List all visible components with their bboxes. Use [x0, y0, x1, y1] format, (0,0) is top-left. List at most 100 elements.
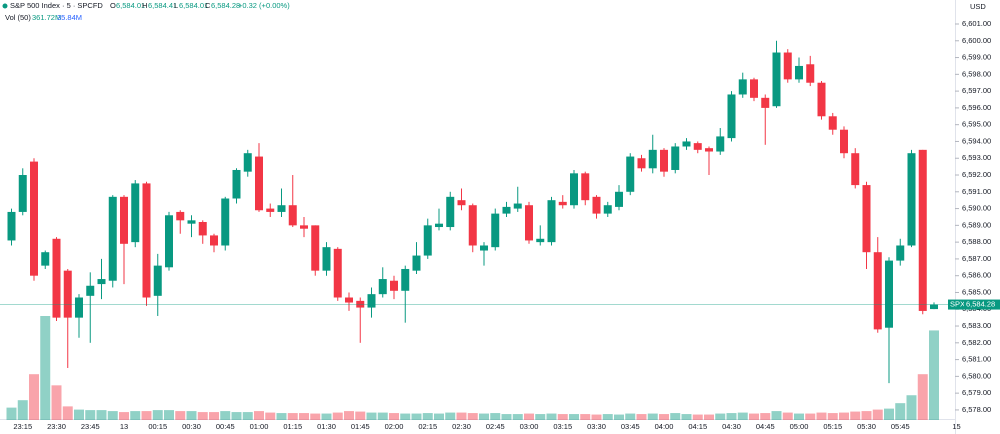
- candle-body: [322, 247, 331, 271]
- volume-bar: [794, 413, 804, 420]
- candle-body: [277, 205, 286, 212]
- y-tick-label: 6,592.00: [962, 170, 991, 179]
- volume-bar: [895, 403, 906, 420]
- y-tick-label: 6,595.00: [962, 120, 991, 129]
- candle-body: [457, 200, 466, 206]
- volume-bar: [884, 408, 894, 420]
- candle-body: [817, 82, 826, 117]
- candle-body: [423, 225, 432, 256]
- candle-body: [603, 205, 612, 214]
- candle-body: [558, 201, 567, 206]
- candle-body: [795, 65, 803, 80]
- y-tick-label: 6,586.00: [962, 271, 991, 280]
- candle-body: [480, 245, 488, 251]
- volume-bar: [681, 414, 692, 420]
- volume-bar: [411, 413, 422, 420]
- volume-bar: [422, 413, 433, 420]
- volume-bar: [209, 412, 219, 420]
- candle-body: [750, 79, 758, 98]
- candle-body: [885, 260, 893, 328]
- x-tick-label: 05:45: [891, 422, 910, 431]
- volume-bar: [321, 413, 332, 420]
- candle-body: [513, 203, 522, 209]
- y-tick-label: 6,589.00: [962, 220, 991, 229]
- volume-bar: [287, 413, 298, 420]
- volume-bar: [51, 385, 62, 420]
- candle-body: [615, 191, 623, 207]
- volume-bar: [490, 413, 501, 420]
- x-tick-label: 13: [120, 422, 128, 431]
- volume-bar: [614, 414, 624, 420]
- x-tick-label: 04:45: [756, 422, 775, 431]
- candle-body: [243, 153, 252, 172]
- candle-body: [412, 255, 421, 271]
- candle-body: [30, 161, 38, 276]
- volume-bar: [625, 413, 636, 420]
- candle-body: [333, 248, 342, 298]
- volume-bar: [546, 413, 557, 420]
- x-tick-label: 05:00: [790, 422, 809, 431]
- candle-body: [840, 129, 848, 154]
- volume-bar: [186, 411, 197, 420]
- price-tag-symbol-bg: [948, 299, 964, 310]
- candle-body: [783, 52, 792, 80]
- volume-bar: [141, 411, 152, 420]
- candle-body: [176, 211, 185, 221]
- candle-body: [907, 153, 916, 246]
- volume-bar: [692, 414, 703, 420]
- volume-bar: [242, 412, 253, 420]
- y-tick-label: 6,599.00: [962, 53, 991, 62]
- volume-bar: [760, 413, 771, 420]
- volume-title: Vol (50): [5, 13, 31, 22]
- candle-body: [390, 280, 398, 291]
- x-tick-label: 01:15: [283, 422, 302, 431]
- x-tick-label: 04:15: [688, 422, 707, 431]
- candle-body: [705, 148, 713, 152]
- x-tick-label: 05:15: [823, 422, 842, 431]
- x-tick-label: 00:30: [182, 422, 201, 431]
- volume-bar: [130, 411, 141, 420]
- volume-bar: [726, 413, 737, 420]
- volume-bar: [850, 411, 861, 420]
- x-tick-label: 01:30: [317, 422, 336, 431]
- candle-body: [930, 304, 938, 310]
- volume-bar: [737, 412, 748, 420]
- candle-body: [918, 149, 927, 311]
- x-tick-label: 23:30: [47, 422, 66, 431]
- volume-bar: [344, 411, 354, 420]
- x-tick-label: 01:45: [351, 422, 370, 431]
- candle-body: [401, 268, 410, 291]
- candle-body: [896, 245, 905, 261]
- x-tick-label: 04:30: [722, 422, 741, 431]
- x-tick-label: 02:45: [486, 422, 505, 431]
- candle-body: [761, 97, 770, 108]
- volume-bar: [332, 412, 343, 420]
- candle-body: [52, 238, 61, 318]
- volume-bar: [445, 412, 456, 420]
- volume-bar: [434, 413, 444, 420]
- legend: S&P 500 Index · 5 · SPCFD O 6,584.01 H 6…: [2, 1, 290, 22]
- volume-value: 361.72M: [32, 13, 61, 22]
- y-tick-label: 6,597.00: [962, 86, 991, 95]
- y-tick-label: 6,583.00: [962, 321, 991, 330]
- candle-body: [198, 221, 207, 236]
- volume-bar: [276, 413, 287, 420]
- y-tick-label: 6,590.00: [962, 204, 991, 213]
- candle-body: [75, 297, 83, 318]
- volume-bar: [85, 410, 96, 420]
- legend-change: +0.32 (+0.00%): [238, 1, 290, 10]
- y-tick-label: 6,593.00: [962, 153, 991, 162]
- volume-bar: [40, 316, 51, 420]
- legend-low: 6,584.01: [179, 1, 208, 10]
- candle-body: [660, 149, 668, 172]
- candle-body: [502, 206, 511, 214]
- volume-bar: [917, 374, 928, 420]
- candle-body: [491, 213, 500, 248]
- volume-bar: [861, 411, 872, 420]
- candle-body: [851, 153, 860, 186]
- volume-bar: [119, 412, 129, 420]
- y-tick-label: 6,596.00: [962, 103, 991, 112]
- volume-bar: [704, 414, 714, 420]
- candle-body: [18, 175, 27, 212]
- volume-bar: [782, 412, 793, 420]
